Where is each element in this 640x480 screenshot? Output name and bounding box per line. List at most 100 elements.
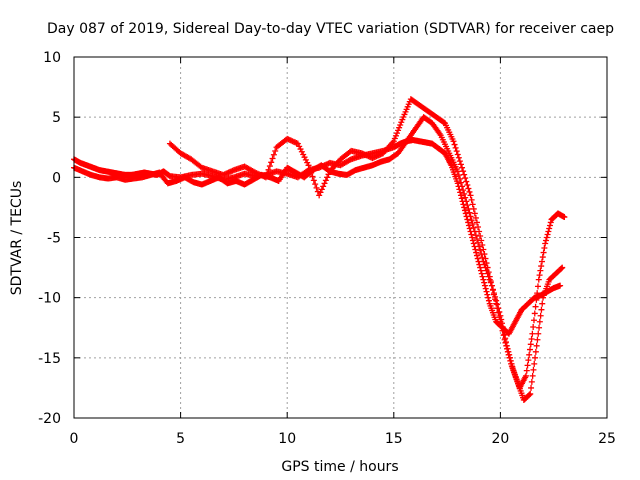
- y-tick-label: -20: [38, 411, 61, 427]
- track-c-point: [262, 174, 269, 181]
- x-tick-label: 5: [176, 431, 185, 447]
- track-a-point: [469, 237, 476, 244]
- track-b-point: [522, 372, 529, 379]
- track-c-point: [536, 324, 543, 331]
- track-c-point: [532, 348, 539, 355]
- track-b-point: [542, 240, 549, 247]
- track-c-point: [294, 140, 301, 147]
- track-c-point: [454, 151, 461, 158]
- track-c-point: [534, 336, 541, 343]
- track-c-point: [559, 264, 566, 271]
- track-b-point: [456, 175, 463, 182]
- track-a-point: [346, 157, 353, 164]
- track-a-point: [465, 219, 472, 226]
- track-b-point: [463, 198, 470, 205]
- track-c-point: [395, 127, 402, 134]
- track-c-point: [318, 186, 325, 193]
- track-a-point: [473, 252, 480, 259]
- track-b-point: [526, 351, 533, 358]
- track-c-point: [478, 237, 485, 244]
- track-a-point: [464, 216, 471, 223]
- track-b-point: [525, 357, 532, 364]
- track-b-point: [546, 222, 553, 229]
- track-b-point: [465, 205, 472, 212]
- track-c-point: [457, 161, 464, 168]
- track-c-point: [532, 354, 539, 361]
- chart-title: Day 087 of 2019, Sidereal Day-to-day VTE…: [47, 21, 614, 37]
- track-c-point: [306, 166, 313, 173]
- track-c-point: [300, 151, 307, 158]
- track-c-point: [302, 156, 309, 163]
- y-tick-label: 10: [43, 50, 61, 66]
- track-c-point: [455, 154, 462, 161]
- track-b-point: [534, 283, 541, 290]
- track-c-point: [479, 242, 486, 249]
- track-c-point: [463, 178, 470, 185]
- track-c-point: [308, 169, 315, 176]
- track-b-point: [534, 290, 541, 297]
- track-b-point: [538, 258, 545, 265]
- track-a-point: [457, 192, 464, 199]
- track-c-point: [269, 155, 276, 162]
- track-b-point: [462, 194, 469, 201]
- track-c-point: [476, 228, 483, 235]
- track-a-point: [484, 291, 491, 298]
- track-b-point: [538, 263, 545, 270]
- track-c-point: [272, 148, 279, 155]
- track-a-point: [477, 264, 484, 271]
- track-b-point: [461, 190, 468, 197]
- track-c-point: [531, 360, 538, 367]
- y-tick-label: -10: [38, 291, 61, 307]
- track-c-point: [493, 300, 500, 307]
- track-b-point: [529, 330, 536, 337]
- track-b-point: [460, 187, 467, 194]
- track-c-point: [305, 162, 312, 169]
- track-c-point: [473, 219, 480, 226]
- track-c-point: [495, 309, 502, 316]
- track-b-point: [501, 331, 508, 338]
- track-c-point: [298, 148, 305, 155]
- track-c-point: [535, 330, 542, 337]
- track-a-point: [456, 186, 463, 193]
- track-c-point: [482, 255, 489, 262]
- track-c-point: [484, 264, 491, 271]
- track-a-point: [479, 273, 486, 280]
- track-c-point: [265, 166, 272, 173]
- track-a-point: [462, 210, 469, 217]
- track-c-point: [398, 119, 405, 126]
- track-b-point: [541, 245, 548, 252]
- track-c-point: [397, 121, 404, 128]
- y-tick-label: -15: [38, 351, 61, 367]
- track-c-point: [464, 182, 471, 189]
- track-a-point: [482, 285, 489, 292]
- track-a-point: [461, 207, 468, 214]
- track-b-point: [480, 258, 487, 265]
- track-c-point: [304, 159, 311, 166]
- track-a-point: [485, 294, 492, 301]
- track-c-point: [526, 391, 533, 398]
- track-b-point: [530, 323, 537, 330]
- track-c-point: [309, 173, 316, 180]
- track-b-point: [459, 183, 466, 190]
- x-tick-label: 0: [70, 431, 79, 447]
- track-b-point: [546, 225, 553, 232]
- track-b-point: [536, 272, 543, 279]
- track-a-point: [472, 246, 479, 253]
- track-c-point: [468, 196, 475, 203]
- track-c-point: [533, 342, 540, 349]
- track-b-point: [542, 237, 549, 244]
- track-c-point: [471, 210, 478, 217]
- track-a-point: [483, 288, 490, 295]
- track-c-point: [296, 143, 303, 150]
- track-c-point: [301, 154, 308, 161]
- track-b-point: [545, 228, 552, 235]
- track-c-point: [536, 318, 543, 325]
- track-c-point: [498, 323, 505, 330]
- track-c-point: [480, 246, 487, 253]
- track-c-point: [390, 138, 397, 145]
- track-c-point: [506, 354, 513, 361]
- track-b-point: [533, 296, 540, 303]
- track-a-point: [481, 282, 488, 289]
- track-c-point: [451, 141, 458, 148]
- track-c-point: [462, 175, 469, 182]
